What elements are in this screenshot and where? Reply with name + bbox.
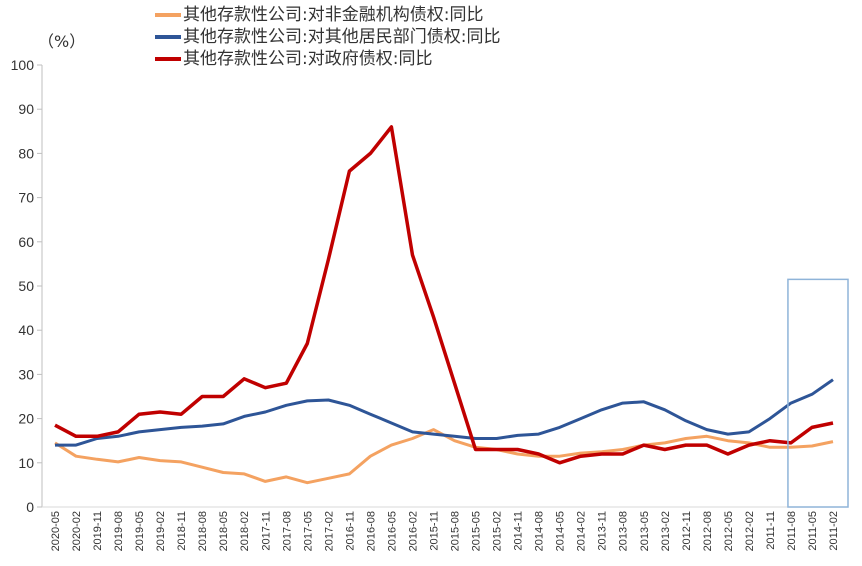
x-tick-label: 2013-02 (660, 511, 672, 551)
x-tick-label: 2013-08 (618, 511, 630, 551)
x-tick-label: 2011-05 (807, 511, 819, 551)
x-tick-label: 2015-08 (450, 511, 462, 551)
y-tick-label: 30 (18, 366, 34, 382)
x-tick-label: 2014-02 (576, 511, 588, 551)
x-tick-label: 2012-11 (681, 511, 693, 551)
x-tick-label: 2011-11 (765, 511, 777, 550)
x-tick-label: 2019-05 (134, 511, 146, 551)
x-tick-label: 2011-02 (828, 511, 840, 551)
y-tick-label: 60 (18, 234, 34, 250)
y-tick-label: 50 (18, 278, 34, 294)
highlight-box (787, 278, 849, 508)
y-tick-label: 100 (11, 57, 35, 73)
y-unit-label: （%） (38, 32, 86, 51)
x-tick-label: 2020-05 (50, 511, 62, 551)
x-tick-label: 2019-02 (155, 511, 167, 551)
legend-label: 其他存款性公司:对政府债权:同比 (183, 49, 433, 69)
x-tick-label: 2017-02 (323, 511, 335, 551)
legend-label: 其他存款性公司:对其他居民部门债权:同比 (183, 27, 501, 47)
x-tick-label: 2019-11 (92, 511, 104, 551)
x-tick-label: 2015-11 (428, 511, 440, 551)
legend-item-government: 其他存款性公司:对政府债权:同比 (155, 48, 500, 70)
x-tick-label: 2018-11 (176, 511, 188, 551)
x-tick-label: 2013-11 (597, 511, 609, 551)
legend-swatch (155, 13, 181, 17)
x-tick-label: 2018-08 (197, 511, 209, 551)
x-tick-label: 2018-05 (218, 511, 230, 551)
x-tick-label: 2014-05 (555, 511, 567, 551)
x-tick-label: 2016-11 (344, 511, 356, 551)
legend: 其他存款性公司:对非金融机构债权:同比 其他存款性公司:对其他居民部门债权:同比… (155, 4, 500, 70)
y-tick-label: 90 (18, 101, 34, 117)
legend-label: 其他存款性公司:对非金融机构债权:同比 (183, 5, 484, 25)
x-tick-label: 2019-08 (113, 511, 125, 551)
series-line-2 (54, 125, 834, 465)
y-tick-label: 80 (18, 145, 34, 161)
y-tick-label: 10 (18, 455, 34, 471)
legend-item-nonfinancial: 其他存款性公司:对非金融机构债权:同比 (155, 4, 500, 26)
series-line-1 (55, 378, 834, 447)
x-tick-label: 2017-11 (260, 511, 272, 551)
x-tick-label: 2015-05 (471, 511, 483, 551)
x-tick-label: 2012-02 (744, 511, 756, 551)
x-tick-label: 2017-05 (302, 511, 314, 551)
x-tick-label: 2012-08 (702, 511, 714, 551)
x-tick-label: 2017-08 (281, 511, 293, 551)
x-tick-label: 2014-11 (513, 511, 525, 551)
y-tick-label: 70 (18, 190, 34, 206)
legend-swatch (155, 35, 181, 39)
x-tick-label: 2016-08 (365, 511, 377, 551)
series-line-0 (54, 428, 834, 485)
y-tick-label: 0 (26, 499, 34, 515)
y-tick-label: 20 (18, 411, 34, 427)
x-tick-label: 2015-02 (492, 511, 504, 551)
x-tick-label: 2011-08 (786, 511, 798, 551)
x-tick-label: 2014-08 (534, 511, 546, 551)
x-tick-label: 2013-05 (639, 511, 651, 551)
x-tick-label: 2018-02 (239, 511, 251, 551)
x-tick-label: 2012-05 (723, 511, 735, 551)
x-tick-label: 2020-02 (71, 511, 83, 551)
legend-item-households: 其他存款性公司:对其他居民部门债权:同比 (155, 26, 500, 48)
x-tick-label: 2016-05 (386, 511, 398, 551)
y-tick-label: 40 (18, 322, 34, 338)
legend-swatch (155, 57, 181, 61)
x-tick-label: 2016-02 (407, 511, 419, 551)
